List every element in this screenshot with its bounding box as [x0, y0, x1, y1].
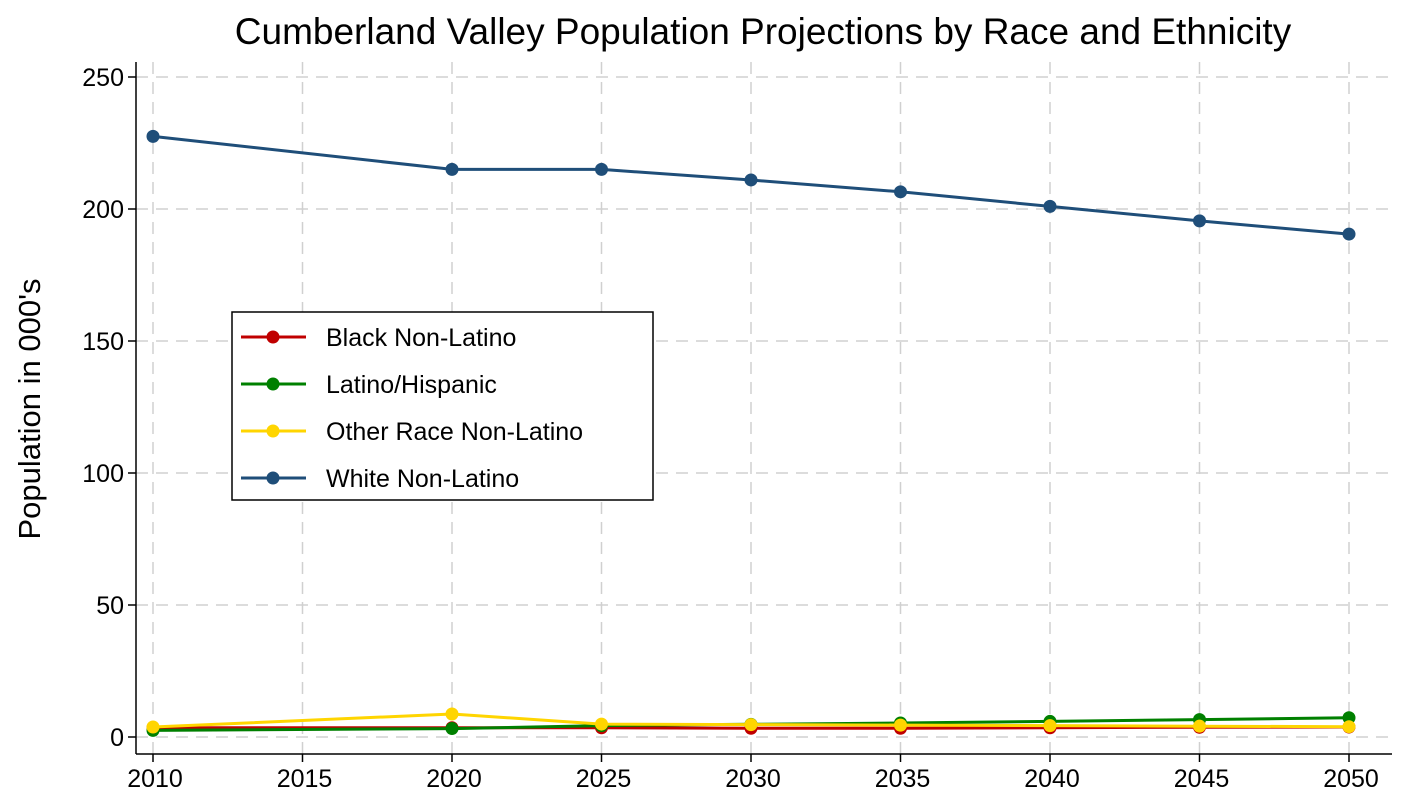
data-point	[894, 185, 907, 199]
legend-label: Black Non-Latino	[326, 324, 516, 352]
legend-marker	[266, 330, 280, 344]
series-line	[152, 712, 1350, 729]
legend-item: Black Non-Latino	[241, 324, 516, 352]
data-point	[1342, 711, 1356, 725]
y-tick-label: 200	[82, 196, 124, 224]
data-point	[146, 129, 160, 143]
series-2	[146, 707, 1356, 734]
legend: Black Non-Latino Latino/Hispanic Other Rac…	[231, 311, 654, 501]
series-line	[152, 134, 1350, 236]
chart-title: Cumberland Valley Population Projections…	[235, 11, 1292, 52]
y-tick-label: 50	[96, 592, 124, 620]
series-layer	[146, 129, 1356, 737]
x-tick-label: 2045	[1174, 765, 1230, 793]
legend-label: Other Race Non-Latino	[326, 418, 583, 446]
x-tick-label: 2020	[426, 765, 482, 793]
data-point	[595, 162, 608, 176]
data-point	[1043, 199, 1057, 213]
x-tick-label: 2015	[277, 765, 333, 793]
series-3	[146, 129, 1356, 241]
data-point	[1342, 720, 1356, 734]
data-point	[445, 707, 459, 721]
y-tick-label: 150	[82, 328, 124, 356]
legend-label: White Non-Latino	[326, 465, 519, 493]
y-tick-label: 100	[82, 460, 124, 488]
legend-box	[231, 311, 654, 501]
data-point	[894, 718, 907, 732]
data-point	[595, 717, 608, 731]
y-tick-label: 250	[82, 64, 124, 92]
legend-marker	[266, 424, 280, 438]
data-point	[744, 173, 758, 187]
x-tick-label: 2010	[127, 765, 183, 793]
x-tick-label: 2025	[576, 765, 632, 793]
x-tick-label: 2030	[725, 765, 781, 793]
x-tick-label: 2050	[1323, 765, 1379, 793]
axes: 0 50 100 150 200 250 2010 2015 2020 2025 2030 2035 2…	[82, 62, 1392, 793]
y-axis-label: Population in 000's	[12, 278, 47, 539]
x-tick-label: 2040	[1024, 765, 1080, 793]
data-point	[1043, 719, 1057, 733]
legend-label: Latino/Hispanic	[326, 371, 497, 399]
data-point	[1193, 214, 1206, 228]
legend-marker	[266, 471, 280, 485]
y-tick-label: 0	[110, 724, 124, 752]
data-point	[146, 720, 160, 734]
data-point	[1342, 227, 1356, 241]
legend-item: White Non-Latino	[241, 465, 519, 493]
legend-item: Other Race Non-Latino	[241, 418, 583, 446]
data-point	[445, 722, 459, 736]
data-point	[445, 162, 459, 176]
legend-marker	[266, 377, 280, 391]
data-point	[1193, 719, 1206, 733]
legend-item: Latino/Hispanic	[241, 371, 497, 399]
x-tick-label: 2035	[875, 765, 931, 793]
data-point	[744, 718, 758, 732]
